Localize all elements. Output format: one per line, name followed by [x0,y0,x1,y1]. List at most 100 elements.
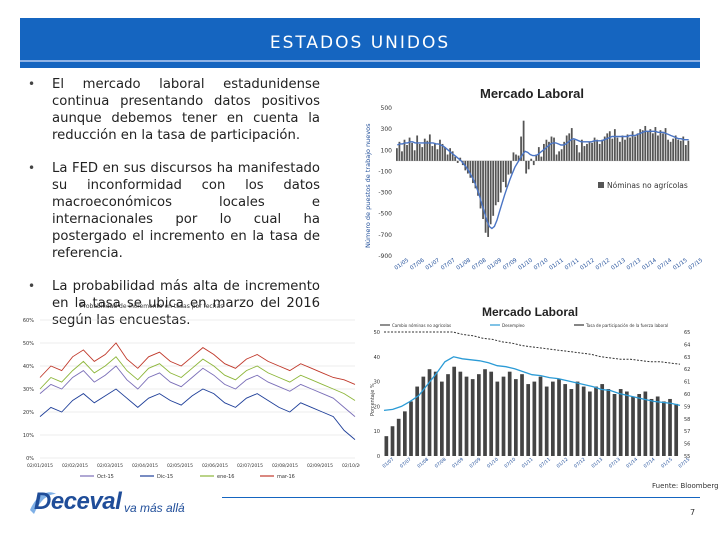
bar [662,133,664,161]
x-tick-label: 01/12 [556,457,570,470]
bar [682,136,685,161]
bar [677,139,680,161]
x-tick-label: 01/11 [548,258,564,272]
legend-label: Desempleo [502,323,525,328]
bar [586,143,588,161]
bar [646,131,649,161]
y-tick-label: 40 [374,355,380,361]
x-tick-label: 07/07 [440,257,457,271]
bar [591,142,593,161]
bar [621,135,624,161]
bar [527,160,530,170]
bar [454,156,457,161]
bar [415,386,420,456]
bar [510,160,512,174]
x-tick-label: 01/09 [451,457,465,470]
bar [520,374,524,456]
chart-title: Mercado Laboral [482,305,578,319]
bar [637,394,642,456]
y-tick-label: 50 [374,330,380,336]
bar [470,379,475,456]
logo-swoosh-icon [30,492,56,514]
y-tick-label: 50% [23,341,34,347]
bullet-item: • La probabilidad más alta de incremento… [28,278,320,329]
y-tick-label-right: 59 [684,404,690,410]
x-tick-label: 01/08 [456,257,473,271]
x-tick-label: 01/11 [521,457,535,470]
bar [563,384,568,456]
bar [433,371,438,456]
x-tick-label: 01/07 [381,457,395,470]
series-line [39,342,356,385]
x-tick-label: 02/04/2015 [132,463,158,469]
x-tick-label: 01/14 [625,457,639,470]
bar [669,141,672,161]
legend-swatch [598,182,604,188]
y-tick-label: 20% [23,410,34,416]
bar [575,381,580,456]
bar [390,426,395,456]
bar [487,160,490,237]
bar [489,371,494,456]
bar [616,137,619,161]
chart-probabilidad: Probabilidad de incremento en tasas por … [23,303,360,480]
bar [472,160,474,184]
y-tick-label: 0% [26,456,34,462]
page-number: 7 [690,508,696,517]
bar [550,136,553,161]
bar [458,371,463,456]
bar [643,391,648,456]
bullet-marker: • [28,161,36,175]
bar [596,139,598,161]
bar [396,148,398,161]
desempleo-line [383,356,681,412]
bar [672,138,675,161]
bar [631,396,635,456]
bar [654,127,657,161]
bar [434,142,436,161]
bar [545,139,548,161]
bar [684,145,687,161]
bar [563,141,566,161]
bullet-marker: • [28,77,36,91]
deceval-logo: Deceval va más allá [28,488,208,524]
x-tick-label: 01/10 [517,257,534,271]
y-tick-label: 10 [374,429,380,435]
y-tick-label: -900 [378,253,392,260]
bar [535,154,538,161]
bar [501,376,506,456]
bar [674,403,679,456]
x-tick-label: 01/10 [486,457,500,470]
y-tick-label: 10% [23,433,34,439]
bar [495,381,500,456]
bar [570,128,573,161]
bar [544,386,549,456]
x-tick-label: 07/08 [434,457,448,470]
participacion-line [384,331,681,365]
bar [479,160,482,209]
bar [502,160,505,182]
bar [522,120,525,161]
chart-participacion: Mercado Laboral Cambio nóminas no agríco… [370,305,691,470]
bar [626,134,629,161]
bullet-item: • La FED en sus discursos ha manifestado… [28,160,320,262]
legend-label: Dic-15 [157,474,173,480]
y-tick-label: 60% [23,318,34,324]
y-tick-label-right: 56 [684,442,690,448]
bar [573,139,576,161]
bar [482,160,484,219]
footer-divider [222,497,700,498]
bar [477,374,481,456]
chart-ylabel: Porcentaje % [370,383,376,416]
bar [555,154,558,161]
bullet-marker: • [28,279,36,293]
bar [403,411,407,456]
bar [427,369,432,456]
y-tick-label-right: 63 [684,355,690,361]
bar [608,131,611,161]
bar [483,369,487,456]
bar [558,151,560,161]
series-line [39,388,356,440]
y-tick-label-right: 61 [684,380,690,386]
x-tick-label: 07/11 [564,258,580,272]
